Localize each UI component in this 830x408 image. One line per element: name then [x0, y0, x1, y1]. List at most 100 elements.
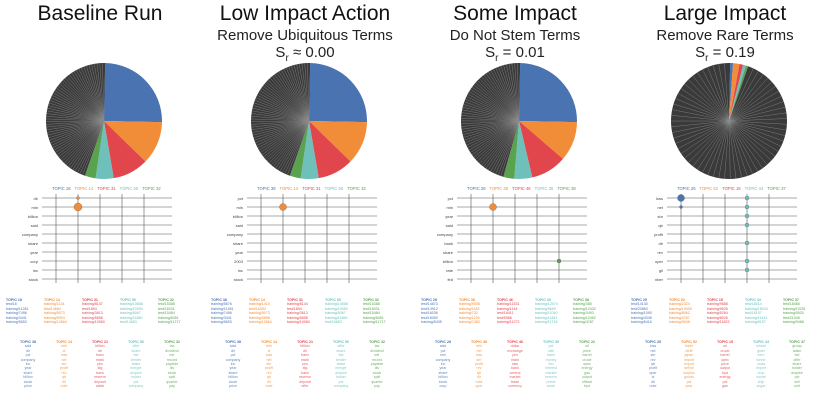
word-column-header[interactable]: TOPIC 50: [128, 340, 144, 344]
word-term[interactable]: pct: [133, 379, 139, 384]
document-id[interactable]: test/15388: [363, 302, 380, 307]
word-term[interactable]: opec: [583, 362, 591, 367]
word-term[interactable]: said: [229, 344, 237, 349]
word-term[interactable]: company: [333, 384, 349, 389]
document-id[interactable]: training/10060: [82, 320, 105, 325]
document-id[interactable]: training/3613: [82, 311, 103, 316]
document-id[interactable]: test/15388: [158, 302, 175, 307]
document-id[interactable]: training/5653: [211, 320, 232, 325]
document-column-header[interactable]: TOPIC 15: [707, 298, 723, 302]
document-column-header[interactable]: TOPIC 32: [158, 298, 174, 302]
document-id[interactable]: training/5653: [6, 320, 27, 325]
word-term[interactable]: bid: [133, 353, 139, 358]
word-term[interactable]: inc: [25, 362, 31, 367]
document-id[interactable]: test/16031: [158, 306, 175, 311]
topic-header-label[interactable]: TOPIC 35: [534, 186, 554, 191]
document-id[interactable]: test/16653: [325, 320, 342, 325]
word-term[interactable]: deposit: [94, 379, 106, 384]
document-column-header[interactable]: TOPIC 38: [211, 298, 227, 302]
document-id[interactable]: training/11272: [497, 320, 520, 325]
word-term[interactable]: deficit: [684, 366, 694, 371]
word-term[interactable]: quarter: [166, 379, 178, 384]
word-term[interactable]: merger: [130, 366, 142, 371]
word-term[interactable]: split: [168, 375, 176, 380]
word-term[interactable]: stake: [336, 362, 346, 367]
document-id[interactable]: test/20863: [631, 306, 648, 311]
document-id[interactable]: training/11717: [158, 320, 181, 325]
word-term[interactable]: tender: [335, 357, 347, 362]
word-term[interactable]: export: [684, 362, 694, 367]
word-term[interactable]: fed: [548, 362, 554, 367]
word-term[interactable]: net: [650, 348, 656, 353]
word-term[interactable]: year: [24, 366, 32, 371]
word-term[interactable]: pct: [230, 353, 236, 358]
document-id[interactable]: training/9006: [459, 302, 480, 307]
word-term[interactable]: gas: [584, 370, 590, 375]
topic-header-label[interactable]: TOPIC 52: [699, 186, 719, 191]
word-column-header[interactable]: TOPIC 37: [789, 340, 805, 344]
word-term[interactable]: billion: [23, 375, 33, 380]
word-term[interactable]: stake: [131, 362, 141, 367]
word-column-header[interactable]: TOPIC 22: [579, 340, 595, 344]
document-id[interactable]: training/11441: [745, 315, 768, 320]
word-term[interactable]: dlr: [267, 379, 271, 384]
document-id[interactable]: training/3441: [211, 315, 232, 320]
document-column-header[interactable]: TOPIC 31: [287, 298, 303, 302]
word-term[interactable]: net: [61, 357, 67, 362]
document-id[interactable]: test/16354: [249, 306, 266, 311]
word-term[interactable]: official: [581, 379, 593, 384]
word-term[interactable]: holder: [792, 366, 802, 371]
document-column-header[interactable]: TOPIC 25: [631, 298, 647, 302]
word-term[interactable]: market: [545, 370, 557, 375]
pie-slice[interactable]: [729, 64, 746, 121]
word-term[interactable]: franc: [301, 353, 309, 358]
document-id[interactable]: test/5988: [497, 315, 512, 320]
document-id[interactable]: training/8451: [158, 315, 179, 320]
word-term[interactable]: yen: [97, 362, 103, 367]
word-term[interactable]: loss: [60, 353, 68, 358]
document-id[interactable]: training/7496: [6, 311, 27, 316]
word-term[interactable]: soviet: [756, 375, 766, 380]
document-id[interactable]: training/11040: [535, 311, 558, 316]
document-id[interactable]: test/21045: [783, 315, 800, 320]
document-id[interactable]: test/18014: [745, 302, 762, 307]
word-term[interactable]: billion: [300, 344, 310, 349]
word-term[interactable]: cable: [95, 384, 105, 389]
word-term[interactable]: holder: [131, 375, 141, 380]
word-term[interactable]: corp: [439, 384, 447, 389]
pie-slice[interactable]: [729, 63, 744, 121]
document-id[interactable]: training/8147: [82, 302, 103, 307]
word-term[interactable]: stock: [228, 379, 238, 384]
word-term[interactable]: bank: [96, 370, 104, 375]
topic-header-label[interactable]: TOPIC 38: [489, 186, 509, 191]
word-term[interactable]: mln: [476, 344, 482, 349]
word-term[interactable]: ct: [267, 348, 271, 353]
word-term[interactable]: rev: [476, 366, 482, 371]
word-term[interactable]: qtr: [650, 362, 656, 367]
document-id[interactable]: training/4787: [573, 320, 594, 325]
word-term[interactable]: share: [792, 362, 802, 367]
document-id[interactable]: training/11531: [497, 302, 520, 307]
pie-slice[interactable]: [300, 121, 319, 179]
document-id[interactable]: training/12074: [535, 302, 558, 307]
word-column-header[interactable]: TOPIC 44: [753, 340, 769, 344]
matrix-dot[interactable]: [73, 202, 83, 212]
word-column-header[interactable]: TOPIC 15: [717, 340, 733, 344]
word-term[interactable]: mark: [511, 357, 519, 362]
word-term[interactable]: stock: [23, 379, 33, 384]
document-id[interactable]: training/9626: [707, 306, 728, 311]
document-id[interactable]: test/16: [6, 302, 17, 307]
word-column-header[interactable]: TOPIC 35: [543, 340, 559, 344]
word-term[interactable]: stake: [792, 348, 802, 353]
topic-header-label[interactable]: TOPIC 31: [97, 186, 116, 191]
topic-header-label[interactable]: TOPIC 37: [767, 186, 786, 191]
word-term[interactable]: loss: [649, 344, 657, 349]
word-term[interactable]: note: [649, 384, 657, 389]
document-column-header[interactable]: TOPIC 18: [6, 298, 22, 302]
matrix-dot[interactable]: [744, 222, 750, 228]
word-term[interactable]: net: [476, 348, 482, 353]
document-id[interactable]: training/10035: [669, 306, 692, 311]
matrix-dot[interactable]: [279, 203, 287, 211]
word-term[interactable]: energy: [581, 366, 593, 371]
document-id[interactable]: training/5073: [44, 311, 65, 316]
